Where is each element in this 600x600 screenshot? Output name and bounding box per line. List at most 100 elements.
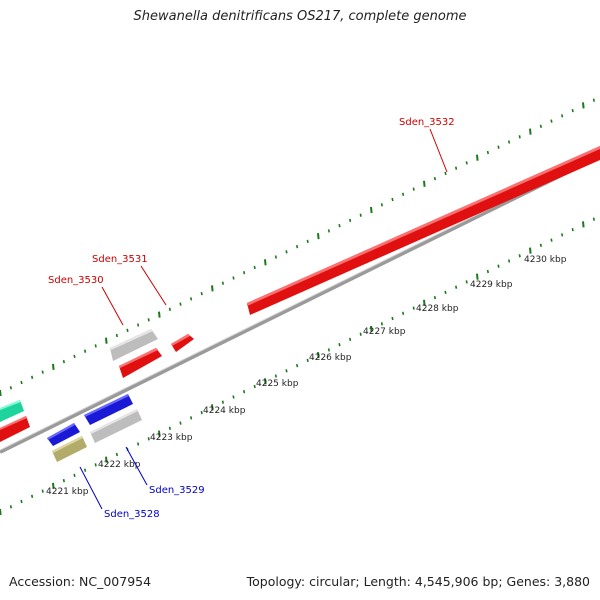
outer-track-tick	[179, 302, 182, 306]
gene-red-left[interactable]	[0, 416, 30, 442]
outer-track-tick	[306, 239, 309, 244]
gene-label-sden-3529[interactable]: Sden_3529	[149, 485, 205, 496]
inner-track-tick	[285, 369, 288, 373]
outer-track-tick	[465, 161, 468, 165]
gene-blue-large[interactable]	[84, 394, 133, 425]
outer-track-tick	[264, 259, 267, 266]
inner-track-tick	[349, 337, 352, 342]
outer-track-tick	[147, 318, 150, 322]
inner-track-tick	[147, 437, 150, 441]
gene-label-sden-3531[interactable]: Sden_3531	[92, 254, 148, 265]
outer-track-tick	[518, 135, 521, 139]
outer-track-tick	[31, 375, 34, 379]
outer-track-tick	[455, 166, 458, 170]
inner-track-tick	[84, 468, 87, 472]
inner-track-tick	[200, 410, 203, 415]
inner-track-tick	[296, 363, 299, 368]
inner-track-tick	[518, 254, 521, 258]
gene-sden-3532[interactable]	[247, 146, 600, 315]
outer-track-tick	[158, 311, 161, 318]
inner-track-tick	[232, 395, 235, 399]
outer-track-tick	[41, 370, 44, 374]
outer-track-tick	[391, 197, 394, 202]
kbp-label: 4223 kbp	[150, 433, 193, 443]
gene-label-sden-3530[interactable]: Sden_3530	[48, 275, 104, 286]
outer-track-tick	[105, 337, 108, 344]
gene-label-sden-3532[interactable]: Sden_3532	[399, 117, 455, 128]
outer-track-tick	[359, 213, 362, 217]
outer-track-tick	[137, 323, 140, 327]
inner-track-tick	[370, 325, 373, 333]
inner-track-tick	[592, 217, 595, 221]
inner-track-tick	[179, 421, 182, 425]
outer-track-tick	[338, 224, 341, 228]
inner-track-tick	[423, 299, 426, 306]
kbp-label: 4225 kbp	[256, 379, 299, 389]
outer-track-tick	[62, 359, 65, 364]
kbp-label: 4228 kbp	[416, 304, 459, 314]
inner-track-tick	[476, 273, 479, 280]
inner-track-tick	[94, 463, 97, 467]
outer-track-tick	[168, 307, 171, 311]
outer-track-tick	[412, 187, 415, 191]
outer-track-tick	[253, 265, 256, 270]
outer-track-tick	[529, 128, 532, 135]
outer-track-tick	[73, 354, 76, 359]
inner-track-tick	[243, 390, 246, 394]
inner-track-tick	[253, 384, 256, 389]
inner-track-tick	[508, 259, 511, 263]
gene-blue-small[interactable]	[47, 423, 80, 446]
inner-track-tick	[433, 295, 436, 300]
gene-label-leader	[429, 128, 448, 173]
inner-track-tick	[486, 269, 489, 274]
kbp-label: 4224 kbp	[203, 406, 246, 416]
inner-track-tick	[137, 442, 140, 446]
genome-summary-label: Topology: circular; Length: 4,545,906 bp…	[246, 574, 590, 589]
gene-sden-3531[interactable]	[171, 334, 194, 352]
inner-track-tick	[455, 285, 458, 289]
inner-track-tick	[539, 243, 542, 247]
inner-track-tick	[264, 378, 267, 385]
outer-track-tick	[190, 297, 193, 301]
gene-sden-3528[interactable]	[52, 436, 87, 462]
gene-sden-3530[interactable]	[119, 348, 162, 378]
outer-track-tick	[444, 171, 447, 176]
outer-track-tick	[497, 145, 500, 149]
outer-track-tick	[433, 176, 436, 181]
inner-track-tick	[444, 290, 447, 295]
kbp-label: 4229 kbp	[470, 280, 513, 290]
outer-track-tick	[221, 281, 224, 285]
gene-label-sden-3528[interactable]: Sden_3528	[104, 509, 160, 520]
accession-label: Accession: NC_007954	[9, 574, 152, 589]
gene-label-leader	[79, 466, 103, 510]
map-title: Shewanella denitrificans OS217, complete…	[133, 9, 467, 24]
outer-track-tick	[561, 114, 564, 118]
kbp-label: 4221 kbp	[46, 487, 89, 497]
kbp-label: 4222 kbp	[98, 460, 141, 470]
inner-track-tick	[190, 416, 193, 420]
inner-track-tick	[338, 343, 341, 347]
outer-track-tick	[582, 102, 585, 109]
gene-grey-upper[interactable]	[110, 329, 158, 361]
outer-track-tick	[402, 192, 405, 196]
inner-track-tick	[402, 311, 405, 315]
inner-track-tick	[327, 348, 330, 352]
inner-track-tick	[31, 494, 34, 498]
outer-track-tick	[232, 276, 235, 280]
inner-track-tick	[550, 238, 553, 242]
outer-track-tick	[370, 206, 373, 214]
outer-track-tick	[0, 389, 2, 397]
gene-sden-3529[interactable]	[90, 409, 142, 443]
inner-track-tick	[274, 374, 277, 378]
inner-track-tick	[41, 489, 44, 493]
inner-track-tick	[571, 227, 574, 232]
gene-teal-left[interactable]	[0, 400, 24, 422]
inner-track-tick	[412, 306, 415, 310]
outer-track-tick	[243, 271, 246, 275]
inner-track-tick	[306, 358, 309, 363]
outer-track-tick	[52, 363, 55, 370]
inner-track-tick	[317, 352, 320, 359]
outer-track-tick	[592, 98, 595, 102]
outer-track-tick	[126, 328, 129, 332]
